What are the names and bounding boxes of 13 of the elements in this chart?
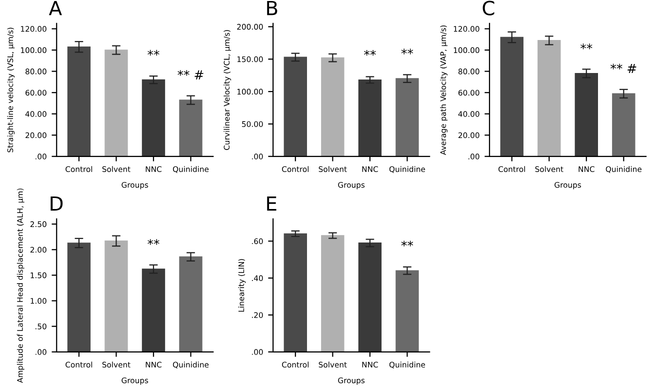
annotation: **: [580, 44, 592, 50]
chart-title: C: [482, 0, 494, 16]
chart-title: B: [267, 0, 278, 16]
annotation: ** #: [610, 64, 636, 73]
chart-title: D: [50, 196, 63, 211]
chart-title: A: [48, 0, 62, 16]
annotation: **: [401, 240, 414, 246]
annotation: ** #: [178, 70, 204, 80]
annotation: **: [401, 48, 414, 54]
annotation: **: [364, 50, 376, 56]
annotation: **: [148, 239, 160, 245]
annotation: **: [148, 50, 160, 56]
chart-title: E: [267, 196, 276, 211]
